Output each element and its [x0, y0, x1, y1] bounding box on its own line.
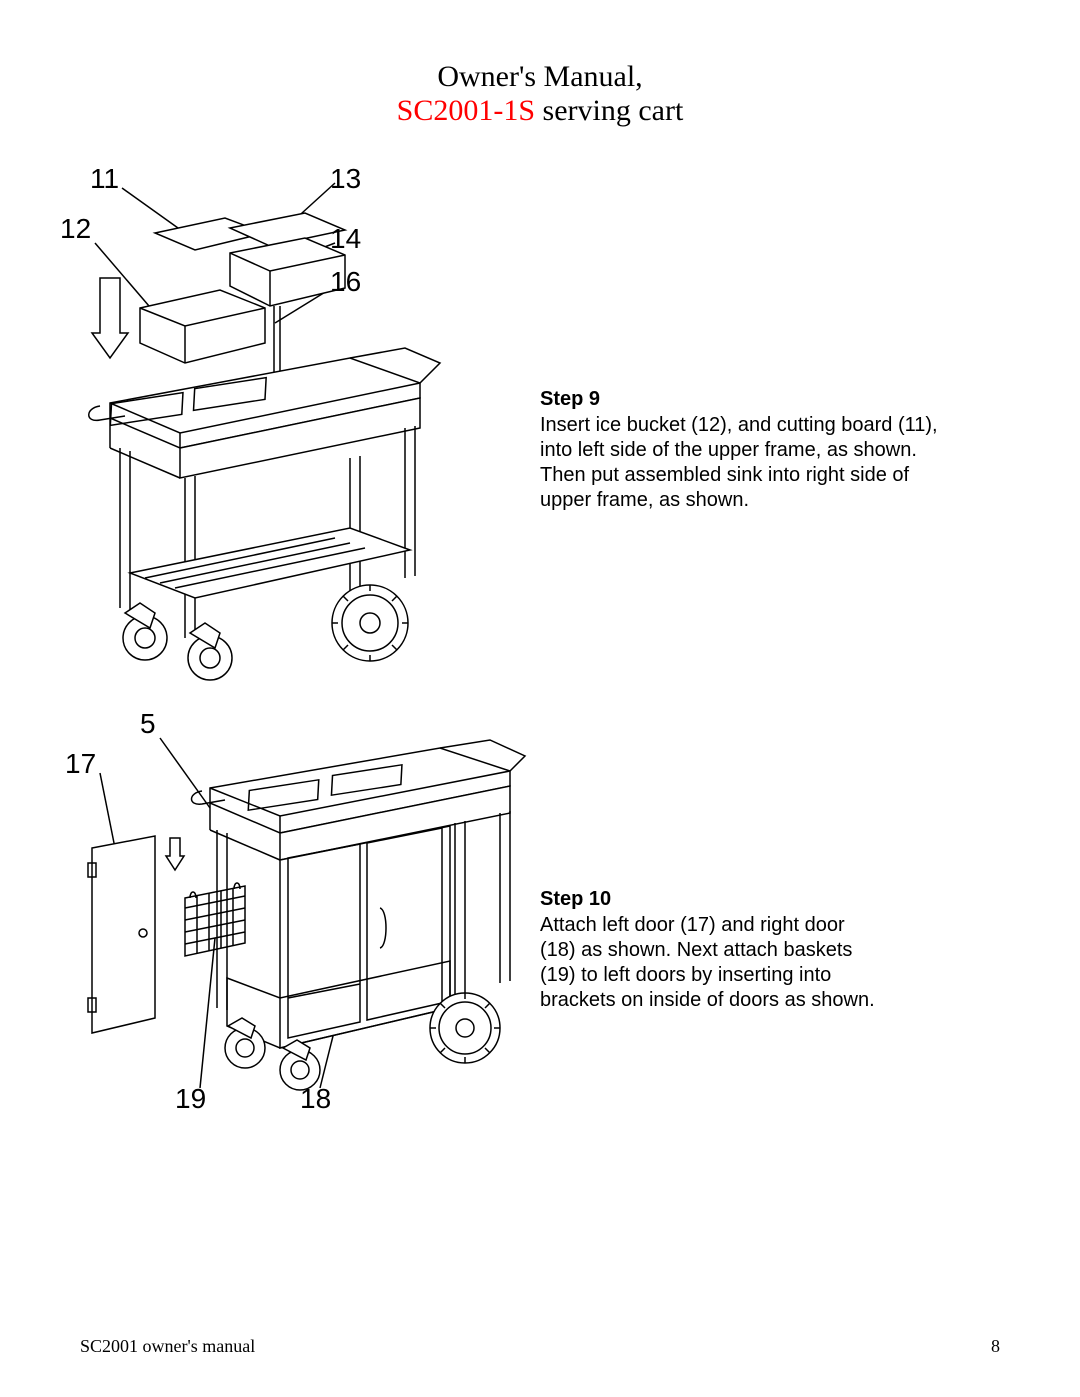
step10-diagram: 17 5 19 18 [70, 708, 530, 1158]
step10-body: Attach left door (17) and right door (18… [540, 913, 880, 1013]
header-title-line1: Owner's Manual, [80, 60, 1000, 94]
header-title-line2: SC2001-1S serving cart [80, 94, 1000, 128]
footer-page-number: 8 [991, 1336, 1000, 1357]
header-model-number: SC2001-1S [397, 94, 535, 127]
step10-title: Step 10 [540, 888, 880, 911]
callout-14: 14 [330, 223, 361, 255]
page-header: Owner's Manual, SC2001-1S serving cart [80, 60, 1000, 128]
step9-row: 11 12 13 14 16 [80, 158, 1000, 708]
callout-13: 13 [330, 163, 361, 195]
callout-16: 16 [330, 266, 361, 298]
callout-19: 19 [175, 1083, 206, 1115]
page-footer: SC2001 owner's manual 8 [80, 1336, 1000, 1357]
step9-instructions: Step 9 Insert ice bucket (12), and cutti… [540, 388, 940, 513]
callout-11: 11 [90, 163, 119, 195]
footer-doc-title: SC2001 owner's manual [80, 1336, 255, 1357]
callout-18: 18 [300, 1083, 331, 1115]
callout-5: 5 [140, 708, 156, 740]
step9-body: Insert ice bucket (12), and cutting boar… [540, 413, 940, 513]
cart-exploded-svg [70, 158, 470, 708]
step9-title: Step 9 [540, 388, 940, 411]
callout-12: 12 [60, 213, 91, 245]
callout-17: 17 [65, 748, 96, 780]
step10-instructions: Step 10 Attach left door (17) and right … [540, 888, 880, 1013]
manual-page: Owner's Manual, SC2001-1S serving cart 1… [0, 0, 1080, 1397]
header-product-name: serving cart [535, 94, 683, 127]
step10-row: 17 5 19 18 [80, 708, 1000, 1268]
step9-diagram: 11 12 13 14 16 [70, 158, 470, 708]
